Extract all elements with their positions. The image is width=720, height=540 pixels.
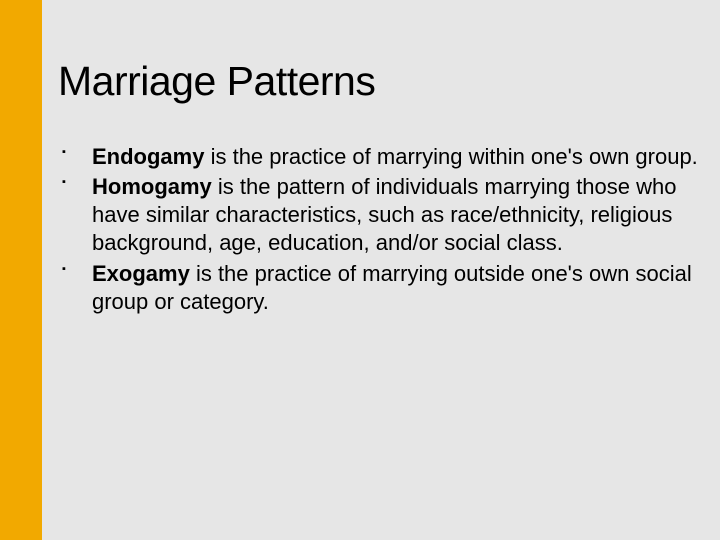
term: Endogamy	[92, 144, 204, 169]
slide-title: Marriage Patterns	[58, 58, 700, 105]
definition: is the practice of marrying within one's…	[204, 144, 697, 169]
bullet-list: Endogamy is the practice of marrying wit…	[58, 143, 700, 316]
slide-content: Marriage Patterns Endogamy is the practi…	[58, 0, 700, 318]
term: Homogamy	[92, 174, 212, 199]
accent-bar	[0, 0, 42, 540]
list-item: Homogamy is the pattern of individuals m…	[92, 173, 700, 257]
term: Exogamy	[92, 261, 190, 286]
list-item: Endogamy is the practice of marrying wit…	[92, 143, 700, 171]
list-item: Exogamy is the practice of marrying outs…	[92, 260, 700, 316]
